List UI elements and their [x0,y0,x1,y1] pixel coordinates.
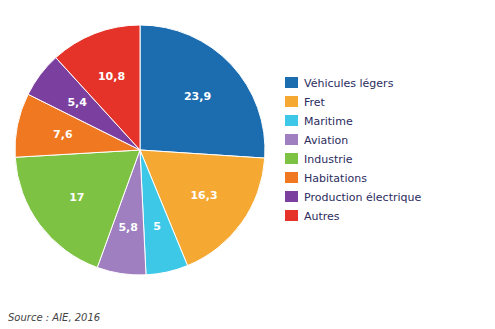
data-label: 23,9 [184,90,211,103]
data-label: 5,8 [118,221,138,234]
legend-swatch [285,153,298,164]
legend-label: Industrie [304,153,353,166]
legend-label: Véhicules légers [304,77,394,90]
legend-swatch [285,191,298,202]
legend-label: Maritime [304,115,353,128]
legend-label: Fret [304,96,326,109]
legend: Véhicules légers Fret Maritime Aviation Indu… [285,77,422,223]
background [0,0,495,329]
pie-slices [15,25,265,275]
legend-swatch [285,115,298,126]
chart-container: 23,9 16,3 5 5,8 17 7,6 5,4 10,8 Véhicules légers… [0,0,495,329]
data-label: 5 [153,220,161,233]
legend-swatch [285,172,298,183]
data-label: 17 [69,191,84,204]
annotation: Source : AIE, 2016 [8,312,100,323]
data-label: 5,4 [67,96,87,109]
legend-swatch [285,77,298,88]
legend-swatch [285,96,298,107]
pie-slice [140,25,265,158]
chart: 23,9 16,3 5 5,8 17 7,6 5,4 10,8 Véhicules légers… [0,0,495,329]
legend-label: Production électrique [304,191,422,204]
legend-label: Aviation [304,134,348,147]
legend-label: Habitations [304,172,367,185]
data-label: 10,8 [98,70,125,83]
pie-slice [15,150,140,267]
data-label: 7,6 [53,128,73,141]
data-labels: 23,9 16,3 5 5,8 17 7,6 5,4 10,8 [53,70,217,234]
legend-swatch [285,134,298,145]
data-label: 16,3 [190,189,217,202]
pie-slice [140,150,188,275]
legend-swatch [285,210,298,221]
legend-label: Autres [304,210,340,223]
